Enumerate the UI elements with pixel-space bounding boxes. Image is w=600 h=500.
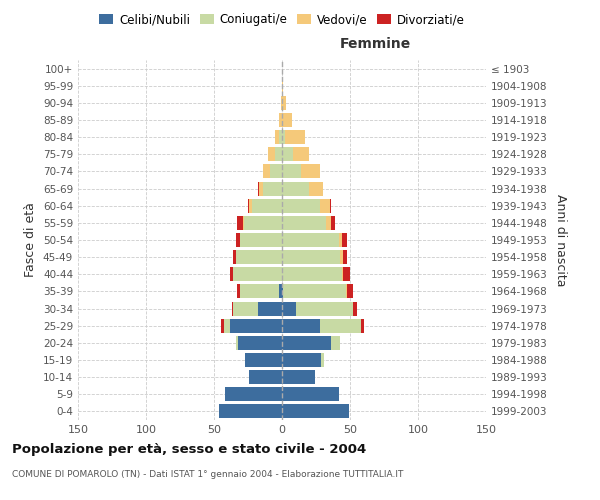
Bar: [263, 182, 282, 196]
Bar: [230, 268, 233, 281]
Bar: [282, 404, 349, 418]
Bar: [248, 198, 250, 212]
Bar: [283, 284, 346, 298]
Bar: [282, 370, 314, 384]
Bar: [281, 96, 282, 110]
Y-axis label: Fasce di età: Fasce di età: [25, 202, 37, 278]
Bar: [282, 96, 286, 110]
Bar: [282, 284, 283, 298]
Bar: [250, 198, 252, 212]
Bar: [270, 164, 282, 178]
Legend: Celibi/Nubili, Coniugati/e, Vedovi/e, Divorziati/e: Celibi/Nubili, Coniugati/e, Vedovi/e, Di…: [94, 8, 470, 31]
Bar: [252, 198, 282, 212]
Bar: [233, 302, 257, 316]
Bar: [320, 198, 329, 212]
Bar: [230, 318, 282, 332]
Bar: [343, 268, 350, 281]
Bar: [268, 148, 275, 162]
Bar: [236, 250, 282, 264]
Bar: [339, 233, 342, 247]
Bar: [343, 250, 347, 264]
Bar: [257, 182, 259, 196]
Bar: [220, 404, 282, 418]
Y-axis label: Anni di nascita: Anni di nascita: [554, 194, 567, 286]
Bar: [329, 198, 331, 212]
Bar: [331, 336, 340, 350]
Bar: [293, 148, 309, 162]
Bar: [237, 216, 242, 230]
Bar: [342, 268, 343, 281]
Bar: [326, 216, 331, 230]
Bar: [225, 388, 282, 402]
Bar: [259, 182, 263, 196]
Bar: [263, 164, 270, 178]
Bar: [282, 268, 342, 281]
Text: Popolazione per età, sesso e stato civile - 2004: Popolazione per età, sesso e stato civil…: [12, 442, 366, 456]
Bar: [322, 353, 324, 367]
Bar: [232, 302, 233, 316]
Bar: [282, 182, 309, 196]
Bar: [282, 130, 285, 144]
Bar: [233, 268, 282, 281]
Bar: [331, 216, 335, 230]
Bar: [301, 164, 320, 178]
Bar: [242, 216, 244, 230]
Bar: [282, 302, 296, 316]
Bar: [233, 250, 236, 264]
Bar: [257, 302, 282, 316]
Bar: [275, 130, 279, 144]
Bar: [282, 250, 340, 264]
Bar: [282, 198, 320, 212]
Bar: [244, 216, 282, 230]
Bar: [279, 284, 282, 298]
Text: COMUNE DI POMAROLO (TN) - Dati ISTAT 1° gennaio 2004 - Elaborazione TUTTITALIA.I: COMUNE DI POMAROLO (TN) - Dati ISTAT 1° …: [12, 470, 403, 479]
Bar: [282, 388, 339, 402]
Bar: [240, 284, 279, 298]
Bar: [279, 113, 282, 127]
Bar: [221, 318, 224, 332]
Bar: [342, 233, 347, 247]
Bar: [275, 148, 282, 162]
Bar: [237, 284, 240, 298]
Bar: [282, 233, 339, 247]
Bar: [285, 130, 305, 144]
Bar: [236, 233, 240, 247]
Bar: [282, 148, 293, 162]
Bar: [296, 302, 353, 316]
Bar: [282, 318, 320, 332]
Bar: [282, 216, 326, 230]
Text: Femmine: Femmine: [340, 37, 412, 51]
Bar: [282, 78, 283, 92]
Bar: [240, 233, 282, 247]
Bar: [279, 130, 282, 144]
Bar: [236, 336, 238, 350]
Bar: [224, 318, 230, 332]
Bar: [282, 336, 331, 350]
Bar: [245, 353, 282, 367]
Bar: [347, 284, 353, 298]
Bar: [282, 164, 301, 178]
Bar: [320, 318, 361, 332]
Bar: [353, 302, 357, 316]
Bar: [309, 182, 323, 196]
Bar: [340, 250, 343, 264]
Bar: [282, 353, 322, 367]
Bar: [361, 318, 364, 332]
Bar: [238, 336, 282, 350]
Bar: [346, 284, 347, 298]
Bar: [250, 370, 282, 384]
Bar: [282, 113, 292, 127]
